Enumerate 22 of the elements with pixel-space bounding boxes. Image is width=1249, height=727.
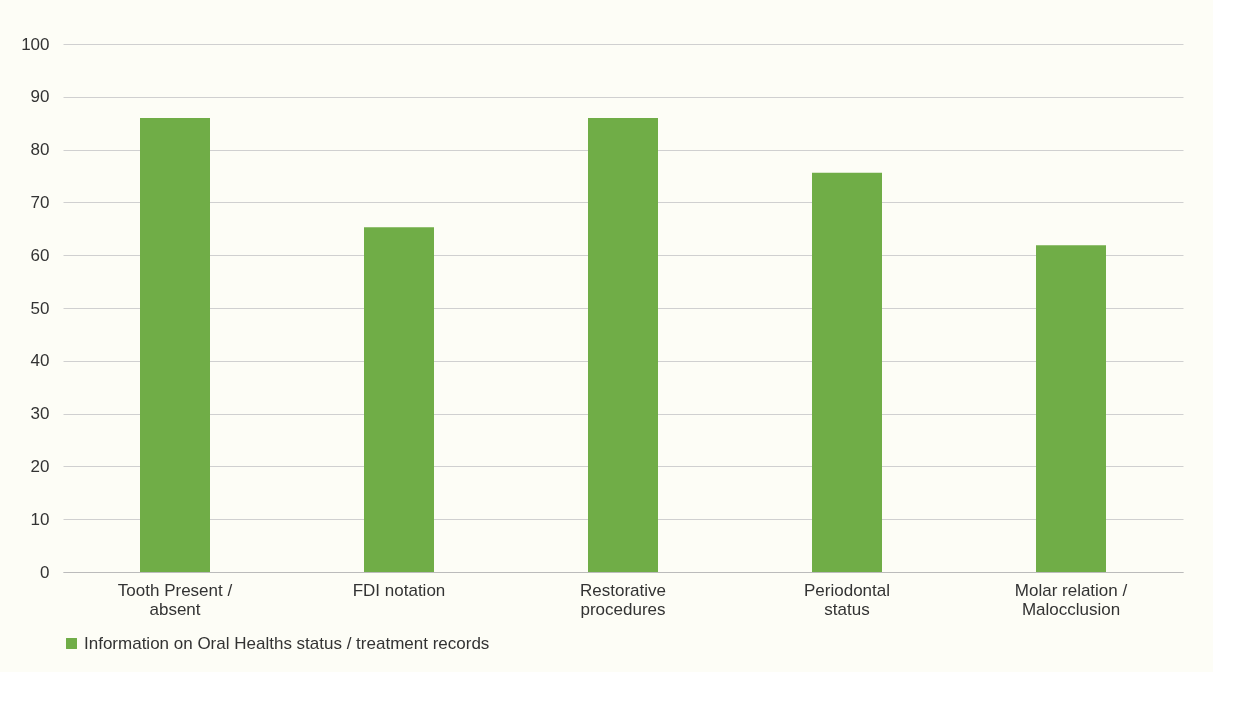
y-tick-label: 0 [40,562,50,582]
bar [364,227,434,572]
y-tick-label: 30 [30,404,50,424]
bar [588,117,658,572]
x-tick-label: Restorative procedures [580,580,666,619]
x-tick-label: Molar relation / Malocclusion [1014,580,1128,619]
y-tick-label: 80 [30,140,50,160]
y-tick-label: 60 [30,245,50,265]
x-tick-label: FDI notation [352,580,446,600]
bar [140,117,210,572]
y-tick-label: 90 [30,87,50,107]
x-tick-label: Tooth Present / absent [117,580,233,619]
y-tick-label: 50 [30,298,50,318]
y-tick-label: 10 [30,509,50,529]
bar [1036,245,1106,572]
y-tick-label: 40 [30,351,50,371]
y-tick-label: 100 [21,34,50,54]
y-tick-label: 70 [30,192,50,212]
y-tick-label: 20 [30,456,50,476]
legend-label: Information on Oral Healths status / treatment records [84,633,490,653]
bar [812,172,882,572]
x-tick-label: Periodontal status [803,580,891,619]
